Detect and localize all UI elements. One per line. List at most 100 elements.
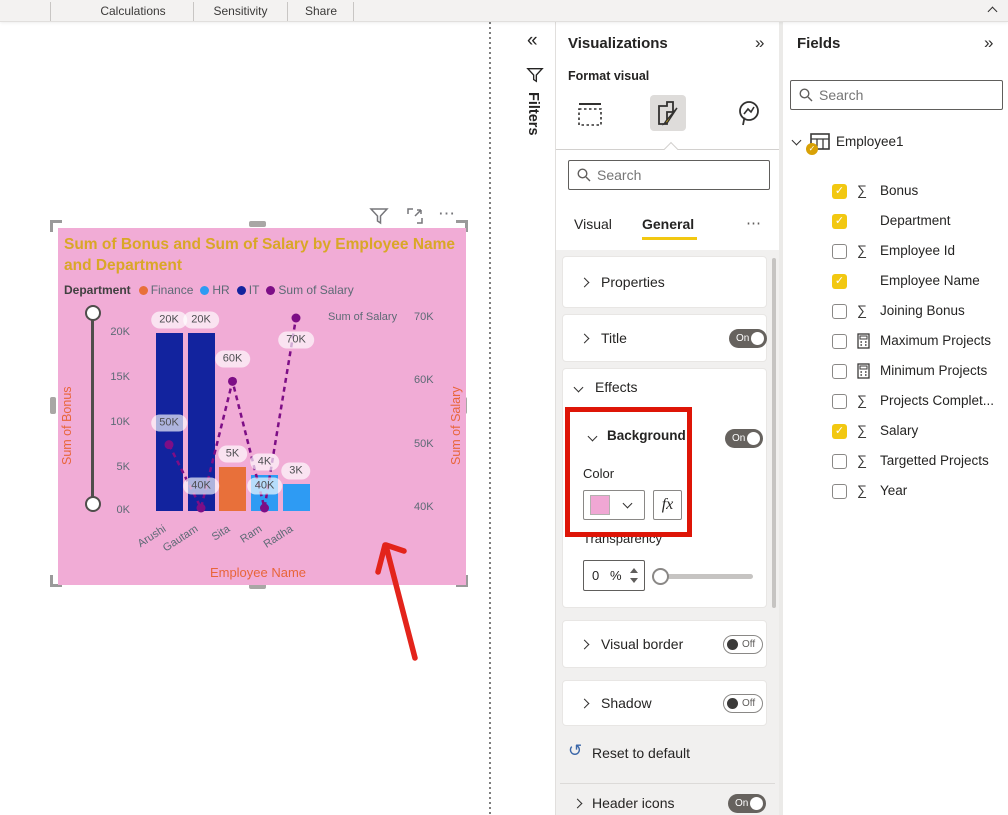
selection-corner-handle[interactable] bbox=[456, 575, 468, 587]
axis-zoom-slider-handle-bottom[interactable] bbox=[85, 496, 101, 512]
shadow-section[interactable]: Shadow Off bbox=[562, 680, 767, 726]
checkbox-unchecked[interactable] bbox=[832, 304, 847, 319]
field-row-minimum-projects[interactable]: Minimum Projects bbox=[783, 356, 1008, 386]
expand-filters-button[interactable]: « bbox=[527, 30, 538, 51]
checkbox-unchecked[interactable] bbox=[832, 454, 847, 469]
bar-Radha[interactable] bbox=[282, 484, 310, 511]
tab-general[interactable]: General bbox=[642, 216, 695, 232]
field-row-salary[interactable]: ✓ ∑ Salary bbox=[783, 416, 1008, 446]
collapse-fields-button[interactable]: » bbox=[984, 33, 994, 52]
visual-focus-mode-icon[interactable] bbox=[405, 206, 425, 226]
checkbox-checked[interactable]: ✓ bbox=[832, 274, 847, 289]
checkbox-unchecked[interactable] bbox=[832, 244, 847, 259]
format-tabs-more-icon[interactable]: ⋯ bbox=[746, 215, 762, 232]
fields-pane: Fields » ✓ Employee1 ✓ ∑ Bonus ✓ Department ∑… bbox=[783, 22, 1008, 815]
background-color-dropdown[interactable] bbox=[583, 490, 645, 520]
selection-corner-handle[interactable] bbox=[50, 220, 62, 232]
line-point-Radha[interactable] bbox=[291, 313, 301, 323]
ribbon-tab-sensitivity[interactable]: Sensitivity bbox=[213, 4, 268, 18]
selection-edge-handle-top[interactable] bbox=[249, 221, 266, 227]
legend-item[interactable]: IT bbox=[236, 283, 259, 297]
checkbox-unchecked[interactable] bbox=[832, 394, 847, 409]
filters-funnel-icon bbox=[526, 68, 544, 83]
filters-pane-title[interactable]: Filters bbox=[525, 92, 541, 136]
header-icons-toggle[interactable]: On bbox=[728, 794, 766, 813]
transparency-slider-track[interactable] bbox=[667, 574, 753, 579]
line-point-Ram[interactable] bbox=[260, 503, 269, 513]
transparency-slider-handle[interactable] bbox=[652, 568, 669, 585]
field-row-targetted-projects[interactable]: ∑ Targetted Projects bbox=[783, 446, 1008, 476]
axis-zoom-slider-handle-top[interactable] bbox=[85, 305, 101, 321]
properties-section[interactable]: Properties bbox=[562, 256, 767, 308]
shadow-toggle[interactable]: Off bbox=[723, 694, 763, 713]
background-label[interactable]: Background bbox=[607, 428, 686, 443]
reset-to-default-button[interactable]: Reset to default bbox=[592, 745, 691, 761]
selection-edge-handle-left[interactable] bbox=[50, 397, 56, 414]
field-label: Department bbox=[880, 213, 951, 228]
transparency-value: 0 bbox=[592, 568, 600, 583]
field-row-maximum-projects[interactable]: Maximum Projects bbox=[783, 326, 1008, 356]
visual-filter-icon[interactable] bbox=[369, 206, 389, 226]
selection-edge-handle-bottom[interactable] bbox=[249, 583, 266, 589]
collapse-ribbon-icon[interactable] bbox=[987, 6, 998, 17]
chevron-down-icon[interactable] bbox=[573, 382, 584, 393]
tab-visual[interactable]: Visual bbox=[574, 216, 612, 232]
header-icons-label[interactable]: Header icons bbox=[592, 795, 675, 811]
chevron-down-icon[interactable] bbox=[791, 135, 802, 146]
stepper-down-icon[interactable] bbox=[630, 578, 638, 583]
format-search-box[interactable] bbox=[568, 160, 770, 190]
line-point-Sita[interactable] bbox=[228, 376, 237, 386]
legend-item[interactable]: Sum of Salary bbox=[266, 283, 354, 297]
title-toggle[interactable]: On bbox=[729, 329, 767, 348]
checkbox-unchecked[interactable] bbox=[832, 364, 847, 379]
combo-chart-visual[interactable]: Sum of Bonus and Sum of Salary by Employ… bbox=[58, 228, 466, 585]
ribbon-separator bbox=[287, 2, 288, 21]
visual-more-options-icon[interactable]: ⋯ bbox=[438, 204, 457, 223]
visual-border-section[interactable]: Visual border Off bbox=[562, 620, 767, 668]
field-row-year[interactable]: ∑ Year bbox=[783, 476, 1008, 506]
field-row-employee-id[interactable]: ∑ Employee Id bbox=[783, 236, 1008, 266]
analytics-icon[interactable] bbox=[734, 98, 766, 130]
ribbon-tab-calculations[interactable]: Calculations bbox=[100, 4, 166, 18]
selection-corner-handle[interactable] bbox=[50, 575, 62, 587]
chevron-down-icon[interactable] bbox=[587, 431, 598, 442]
field-row-employee-name[interactable]: ✓ Employee Name bbox=[783, 266, 1008, 296]
transparency-input[interactable]: 0 % bbox=[583, 560, 645, 591]
chevron-right-icon bbox=[579, 277, 590, 288]
table-row-employee1[interactable]: ✓ Employee1 bbox=[783, 128, 1008, 156]
selection-corner-handle[interactable] bbox=[456, 220, 468, 232]
format-visual-icon[interactable] bbox=[653, 98, 683, 128]
axis-zoom-slider-track[interactable] bbox=[91, 313, 94, 505]
checkbox-checked[interactable]: ✓ bbox=[832, 214, 847, 229]
fields-search-box[interactable] bbox=[790, 80, 1003, 110]
line-point-Arushi[interactable] bbox=[164, 440, 174, 450]
legend-dot-icon bbox=[266, 285, 276, 295]
line-point-Gautam[interactable] bbox=[196, 503, 206, 513]
visual-border-toggle[interactable]: Off bbox=[723, 635, 763, 654]
format-visual-tab-selected[interactable] bbox=[650, 95, 686, 131]
format-search-input[interactable] bbox=[597, 167, 761, 183]
stepper-up-icon[interactable] bbox=[630, 568, 638, 573]
ribbon-tab-share[interactable]: Share bbox=[304, 4, 338, 18]
collapse-visualizations-button[interactable]: » bbox=[755, 33, 765, 52]
legend-item[interactable]: Finance bbox=[138, 283, 193, 297]
y-left-tick: 15K bbox=[110, 371, 130, 383]
format-pane-scrollbar[interactable] bbox=[772, 258, 776, 608]
background-color-fx-button[interactable]: fx bbox=[653, 490, 682, 520]
field-row-department[interactable]: ✓ Department bbox=[783, 206, 1008, 236]
fields-search-input[interactable] bbox=[819, 87, 994, 103]
title-section[interactable]: Title On bbox=[562, 314, 767, 362]
checkbox-unchecked[interactable] bbox=[832, 334, 847, 349]
build-visual-icon[interactable] bbox=[574, 98, 606, 130]
bar-Sita[interactable] bbox=[219, 466, 246, 511]
background-toggle[interactable]: On bbox=[725, 429, 763, 448]
checkbox-checked[interactable]: ✓ bbox=[832, 424, 847, 439]
checkbox-unchecked[interactable] bbox=[832, 484, 847, 499]
effects-label[interactable]: Effects bbox=[595, 379, 638, 395]
field-row-bonus[interactable]: ✓ ∑ Bonus bbox=[783, 176, 1008, 206]
legend-item[interactable]: HR bbox=[200, 283, 230, 297]
field-row-projects-complet-[interactable]: ∑ Projects Complet... bbox=[783, 386, 1008, 416]
checkbox-checked[interactable]: ✓ bbox=[832, 184, 847, 199]
color-label: Color bbox=[583, 466, 615, 481]
field-row-joining-bonus[interactable]: ∑ Joining Bonus bbox=[783, 296, 1008, 326]
